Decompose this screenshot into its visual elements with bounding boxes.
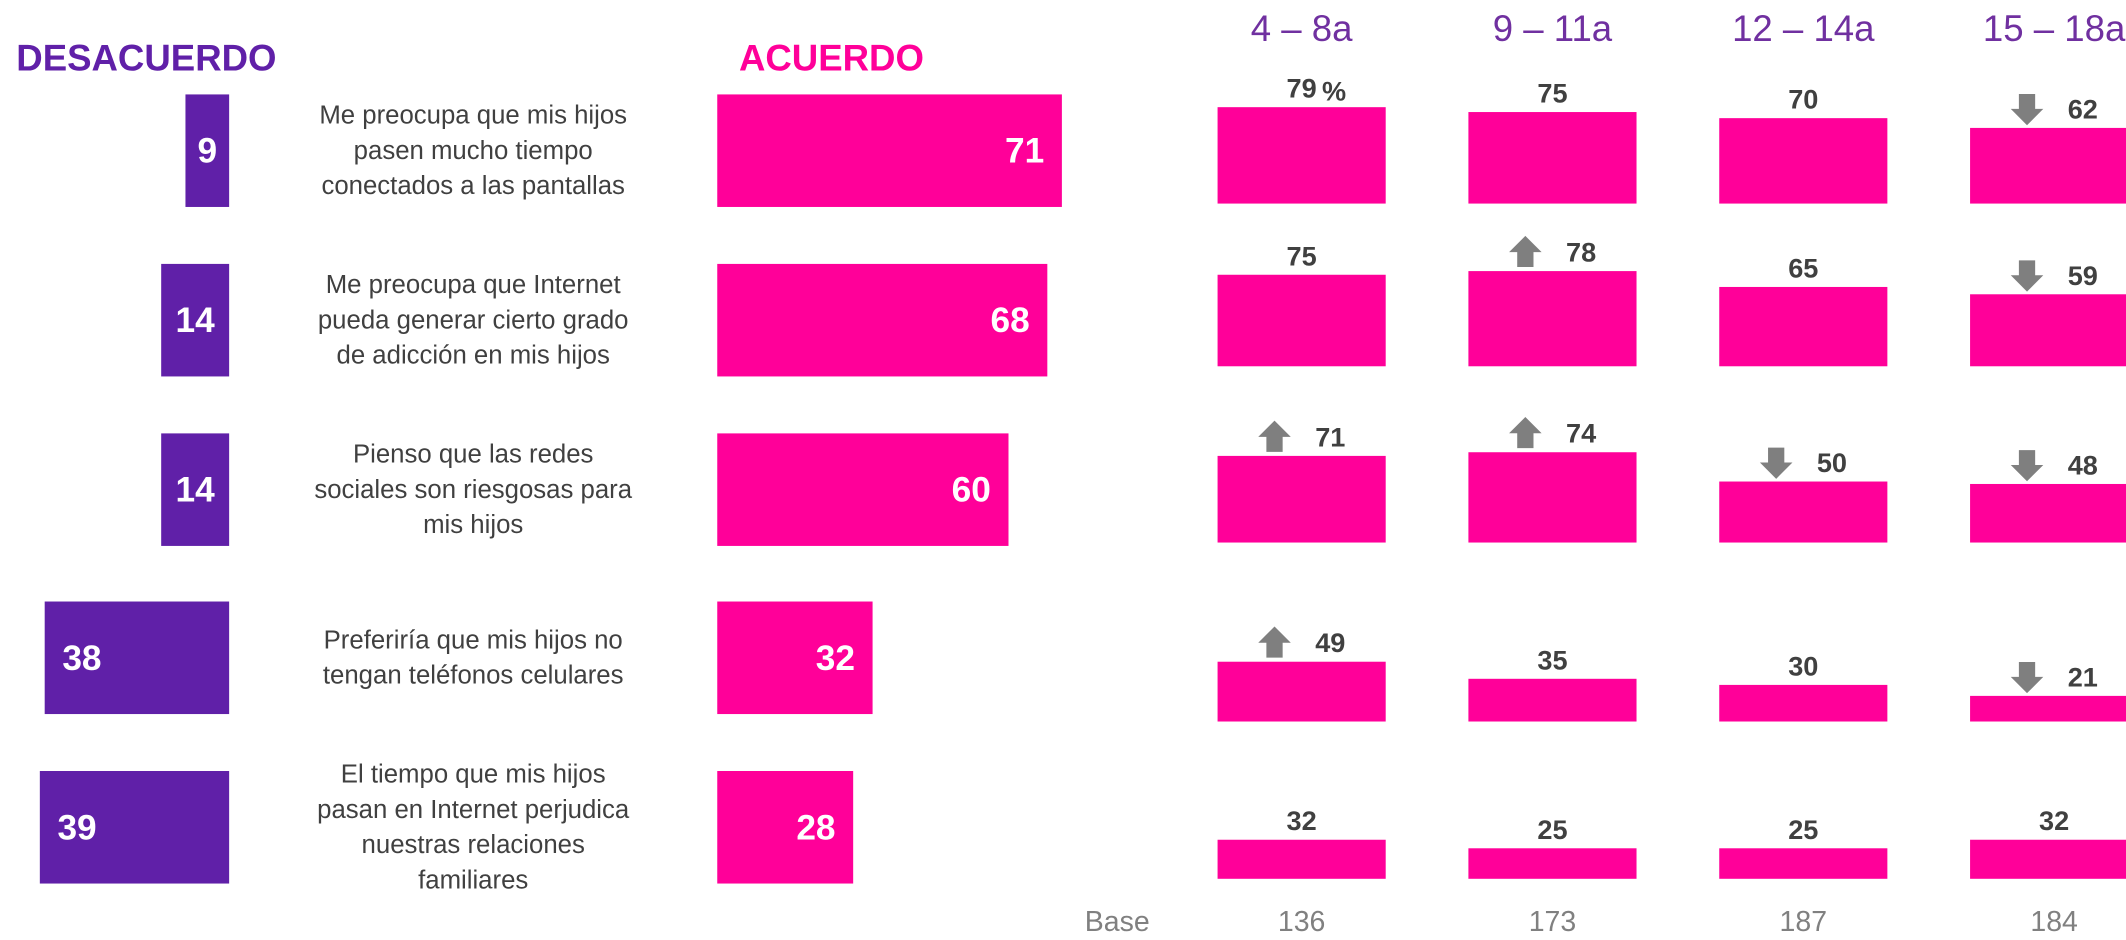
chart-title: ACUERDO [739,38,924,79]
value-label: 21 [2068,661,2098,692]
trend-arrow [2010,661,2044,694]
value-label: 9 [197,132,217,171]
value-label: 65 [1788,252,1818,283]
chart-title: DESACUERDO [16,38,276,79]
value-label: 48 [2068,449,2098,480]
bar [1970,127,2126,204]
trend-arrow [2010,260,2044,292]
value-label: 30 [1788,650,1818,681]
age-title: 15 – 18a [1983,8,2126,49]
bar [1217,839,1386,879]
trend-arrow [1258,626,1291,658]
statement: El tiempo que mis hijos pasan en Internet… [317,761,630,895]
bar [1719,481,1888,543]
bar [717,601,873,715]
bar [1719,848,1888,879]
value-label: 14 [176,471,216,510]
bar [1217,274,1386,367]
value-label: 74 [1566,418,1596,449]
bar [185,94,230,207]
statement: Preferiría que mis hijos no tengan teléfo… [323,626,624,689]
base-value: 184 [2030,906,2078,938]
bar [161,433,230,546]
trend-arrow [1759,447,1793,479]
bar [717,94,1062,207]
value-label: 62 [2068,93,2098,124]
base-label: Base [1085,906,1150,938]
value-label: 75 [1287,240,1317,271]
trend-arrow [1258,420,1291,452]
age-title: 9 – 11a [1493,8,1613,49]
bar [44,601,230,715]
value-label: 25 [1537,814,1567,845]
bar [1970,483,2126,543]
base-value: 187 [1780,906,1828,938]
base-value: 136 [1278,906,1325,938]
bar [717,263,1048,377]
statement: Pienso que las redes sociales son riesgos… [314,441,632,540]
bar [717,771,854,884]
bar [1217,107,1386,204]
value-label: 38 [62,639,101,678]
statement: Me preocupa que mis hijos pasen mucho tie… [319,102,627,201]
bar [1217,661,1386,722]
trend-arrow [1509,235,1542,268]
value-label: 35 [1537,644,1567,675]
bar [161,263,230,377]
bar [39,771,230,884]
value-label: 71 [1005,132,1044,171]
trend-arrow [1509,416,1542,449]
value-label: 71 [1315,421,1345,452]
bar [1719,118,1888,204]
statement: Me preocupa que Internet pueda generar ci… [318,271,629,370]
value-label: 49 [1315,627,1345,658]
value-label: 32 [816,639,855,678]
age-title: 4 – 8a [1251,8,1353,49]
base-value: 173 [1529,906,1577,938]
value-label: 39 [57,808,96,847]
value-label: 25 [1788,814,1818,845]
bar [1719,684,1888,722]
value-label: 68 [990,301,1029,340]
trend-arrow [2010,94,2044,126]
unit-label: % [1322,75,1346,106]
age-title: 12 – 14a [1732,8,1875,49]
trend-arrow [2010,450,2044,482]
bar [717,433,1009,546]
bar [1468,112,1637,204]
value-label: 60 [952,471,991,510]
bar [1217,455,1386,543]
value-label: 28 [796,808,835,847]
bar [1468,271,1637,367]
value-label: 75 [1537,78,1567,109]
bar [1970,839,2126,879]
value-label: 78 [1566,237,1596,268]
value-label: 32 [2039,805,2069,836]
value-label: 59 [2068,260,2098,291]
bar [1719,286,1888,367]
bar [1970,294,2126,367]
value-label: 32 [1287,805,1317,836]
value-label: 79 [1287,73,1317,104]
bar [1468,452,1637,543]
value-label: 14 [176,301,216,340]
bar [1468,848,1637,879]
bar [1970,695,2126,722]
value-label: 70 [1788,84,1818,115]
value-label: 50 [1817,447,1847,478]
bar [1468,678,1637,722]
